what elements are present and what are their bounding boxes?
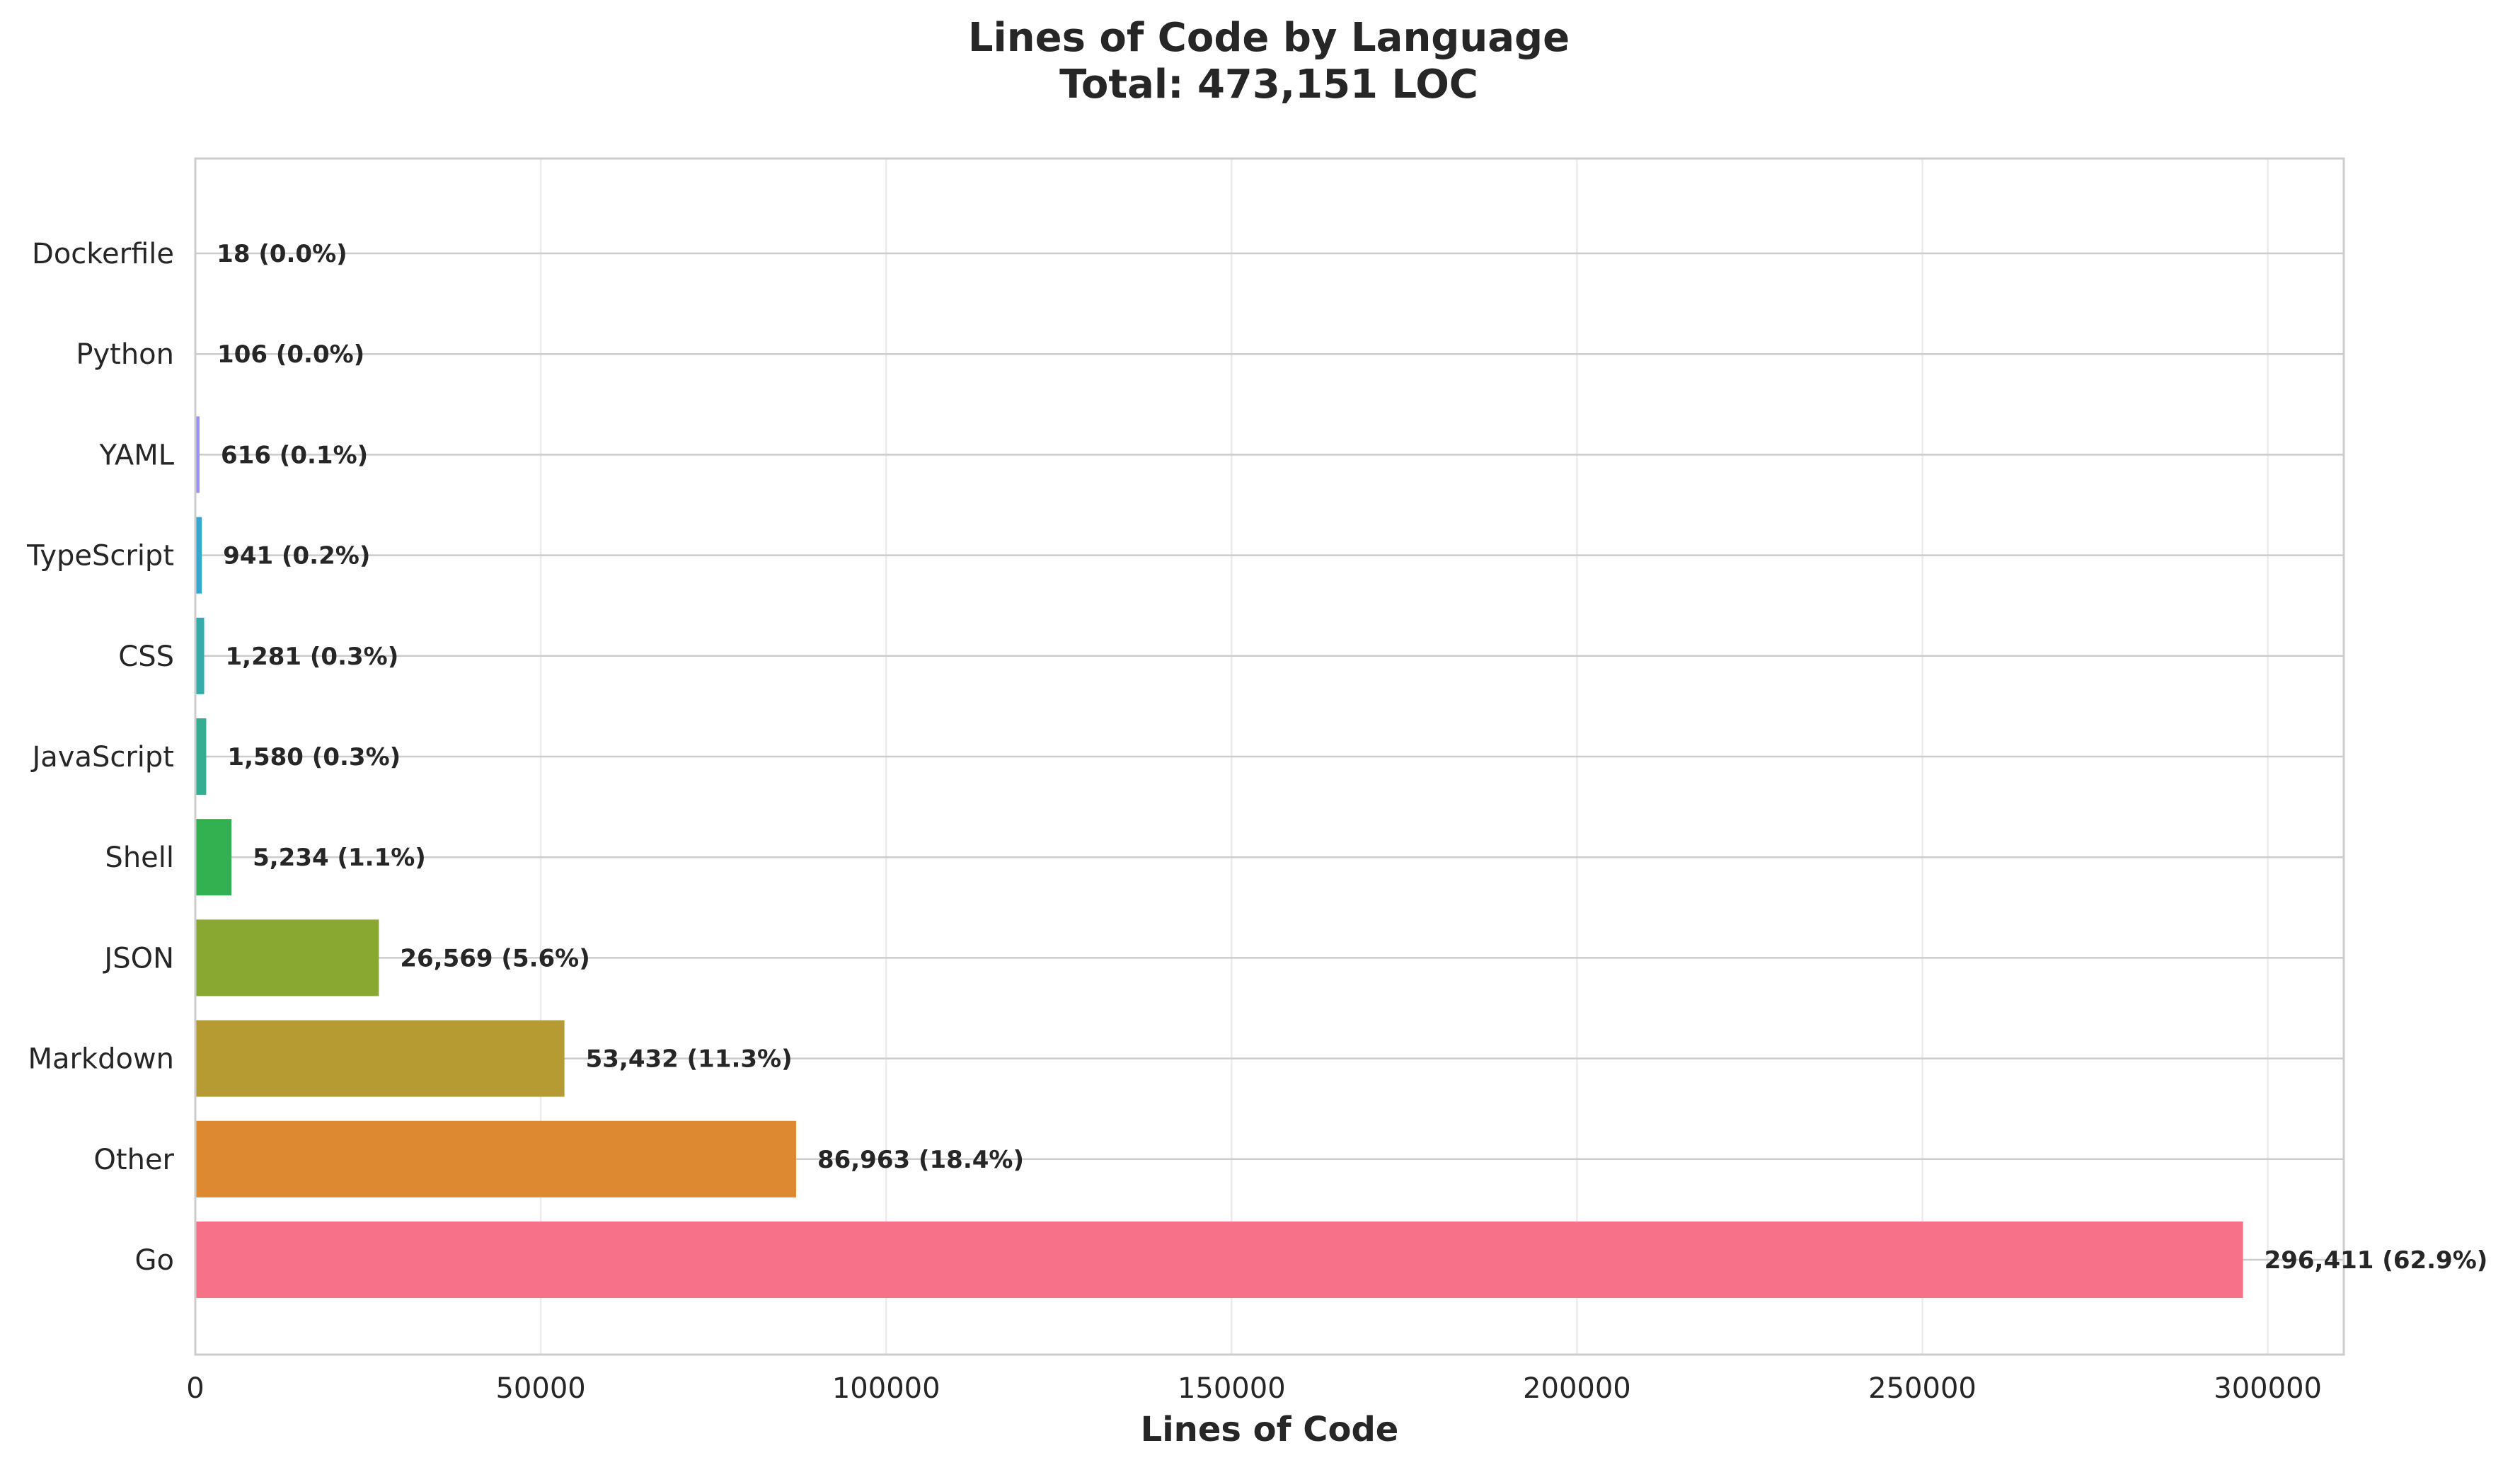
- y-tick-label: Markdown: [28, 1043, 174, 1076]
- data-label-go: 296,411 (62.9%): [2265, 1246, 2488, 1275]
- y-tick-label: JavaScript: [30, 741, 174, 774]
- y-tick-label: Dockerfile: [32, 238, 174, 270]
- y-tick-label: TypeScript: [26, 540, 174, 573]
- x-tick-label: 150000: [1178, 1372, 1286, 1405]
- x-tick-labels: 0 50000 100000 150000 200000 250000 300000: [186, 1372, 2322, 1405]
- x-tick-label: 50000: [495, 1372, 585, 1405]
- data-label-yaml: 616 (0.1%): [221, 441, 368, 469]
- bar-markdown: [195, 1020, 565, 1097]
- data-label-json: 26,569 (5.6%): [400, 944, 589, 972]
- bar-go: [195, 1221, 2243, 1299]
- data-label-typescript: 941 (0.2%): [223, 542, 370, 570]
- data-label-css: 1,281 (0.3%): [226, 643, 399, 671]
- y-tick-label: Python: [76, 338, 174, 371]
- y-tick-label: CSS: [118, 640, 174, 673]
- x-axis-label: Lines of Code: [1141, 1410, 1399, 1449]
- bar-other: [195, 1120, 796, 1197]
- data-label-shell: 5,234 (1.1%): [253, 844, 426, 872]
- bar-css: [195, 617, 205, 694]
- bar-javascript: [195, 718, 207, 795]
- x-tick-label: 300000: [2214, 1372, 2322, 1405]
- y-tick-labels: Go Other Markdown JSON Shell JavaScript CSS Typ…: [26, 238, 175, 1277]
- data-label-dockerfile: 18 (0.0%): [217, 240, 347, 268]
- data-label-python: 106 (0.0%): [217, 340, 364, 369]
- x-tick-label: 200000: [1523, 1372, 1631, 1405]
- y-tick-label: Go: [135, 1244, 174, 1277]
- chart-title: Lines of Code by Language: [968, 15, 1570, 61]
- bars: [195, 214, 2243, 1299]
- x-tick-label: 250000: [1868, 1372, 1977, 1405]
- y-tick-label: Shell: [105, 841, 174, 874]
- data-label-markdown: 53,432 (11.3%): [586, 1045, 793, 1074]
- x-tick-label: 100000: [832, 1372, 940, 1405]
- bar-yaml: [195, 416, 200, 493]
- data-label-javascript: 1,580 (0.3%): [227, 743, 401, 771]
- bar-shell: [195, 819, 232, 896]
- chart-subtitle: Total: 473,151 LOC: [1059, 62, 1478, 108]
- data-label-other: 86,963 (18.4%): [817, 1146, 1024, 1174]
- plot-frame: [194, 157, 2345, 1356]
- bar-json: [195, 919, 379, 996]
- data-labels: 296,411 (62.9%) 86,963 (18.4%) 53,432 (11.…: [217, 240, 2487, 1275]
- y-tick-label: YAML: [99, 439, 175, 471]
- bar-typescript: [195, 517, 202, 594]
- x-tick-label: 0: [186, 1372, 204, 1405]
- y-tick-label: Other: [93, 1144, 174, 1176]
- y-tick-label: JSON: [102, 942, 174, 975]
